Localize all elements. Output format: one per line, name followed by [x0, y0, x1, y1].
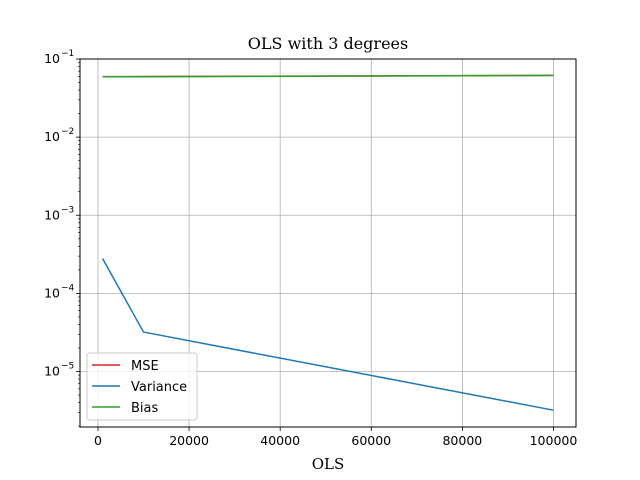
y-tick-exponent: −5 — [61, 362, 74, 372]
series-line-variance — [101, 258, 554, 411]
legend-label-bias: Bias — [131, 401, 158, 416]
y-tick-label: 10 — [44, 129, 60, 144]
x-tick-label: 40000 — [260, 433, 300, 448]
y-axis-ticks: 10−510−410−310−210−1 — [44, 49, 80, 427]
y-tick-label: 10 — [44, 51, 60, 66]
y-tick-label: 10 — [44, 364, 60, 379]
y-tick-exponent: −3 — [61, 205, 74, 215]
axes-frame — [79, 58, 577, 428]
x-tick-label: 100000 — [530, 433, 578, 448]
legend-label-mse: MSE — [131, 359, 159, 374]
legend-box — [86, 352, 198, 421]
y-tick-exponent: −2 — [61, 127, 74, 137]
x-tick-label: 20000 — [169, 433, 209, 448]
legend: MSE Variance Bias — [86, 352, 198, 421]
y-tick-exponent: −1 — [61, 49, 74, 59]
y-tick-label: 10 — [44, 207, 60, 222]
y-tick-exponent: −4 — [61, 283, 75, 293]
chart-title: OLS with 3 degrees — [248, 34, 408, 53]
y-tick-label: 10 — [44, 285, 60, 300]
x-axis-ticks: 0 20000 40000 60000 80000 100000 — [94, 427, 577, 448]
x-tick-label: 80000 — [442, 433, 482, 448]
x-axis-label: OLS — [312, 455, 345, 473]
legend-label-variance: Variance — [131, 380, 187, 395]
series-line-bias — [102, 74, 554, 78]
x-tick-label: 60000 — [351, 433, 391, 448]
x-tick-label: 0 — [94, 433, 102, 448]
series-lines — [101, 74, 554, 411]
